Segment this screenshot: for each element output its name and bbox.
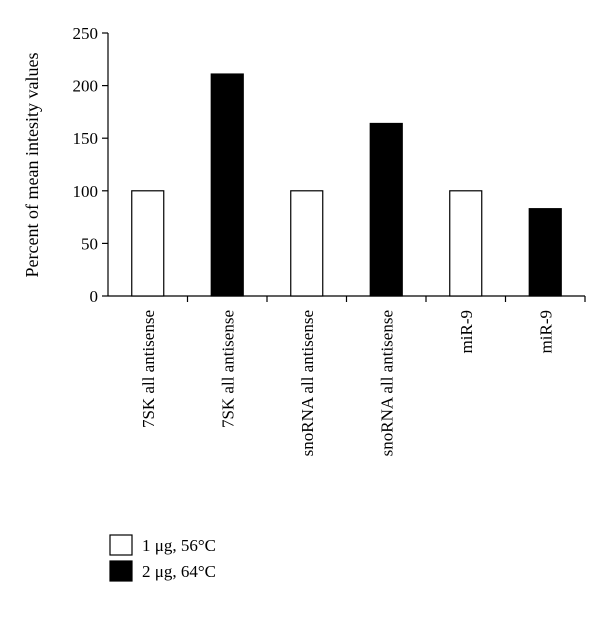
bar: [131, 190, 165, 297]
bar: [369, 122, 403, 297]
legend-label: 2 μg, 64°C: [142, 562, 216, 581]
axes: 0 50 100 150 200 250: [73, 24, 586, 306]
x-category-label: miR-9: [536, 310, 555, 353]
x-category-label: snoRNA all antisense: [377, 310, 396, 456]
bar: [528, 208, 562, 297]
x-category-label: 7SK all antisense: [218, 310, 237, 428]
y-tick-label: 250: [73, 24, 99, 43]
x-category-label: miR-9: [457, 310, 476, 353]
legend-swatch: [109, 560, 133, 582]
legend-label: 1 μg, 56°C: [142, 536, 216, 555]
y-tick-label: 0: [90, 287, 99, 306]
y-axis-title: Percent of mean intesity values: [22, 53, 42, 278]
bar: [449, 190, 483, 297]
bars: [131, 73, 562, 297]
y-tick-label: 200: [73, 77, 99, 96]
category-labels: 7SK all antisense 7SK all antisense snoRNA…: [139, 310, 556, 456]
legend: 1 μg, 56°C 2 μg, 64°C: [109, 534, 216, 582]
x-category-label: 7SK all antisense: [139, 310, 158, 428]
y-tick-label: 50: [81, 234, 98, 253]
legend-swatch: [109, 534, 133, 556]
x-category-label: snoRNA all antisense: [298, 310, 317, 456]
y-tick-label: 150: [73, 129, 99, 148]
bar: [290, 190, 324, 297]
bar: [210, 73, 244, 297]
y-tick-label: 100: [73, 182, 99, 201]
